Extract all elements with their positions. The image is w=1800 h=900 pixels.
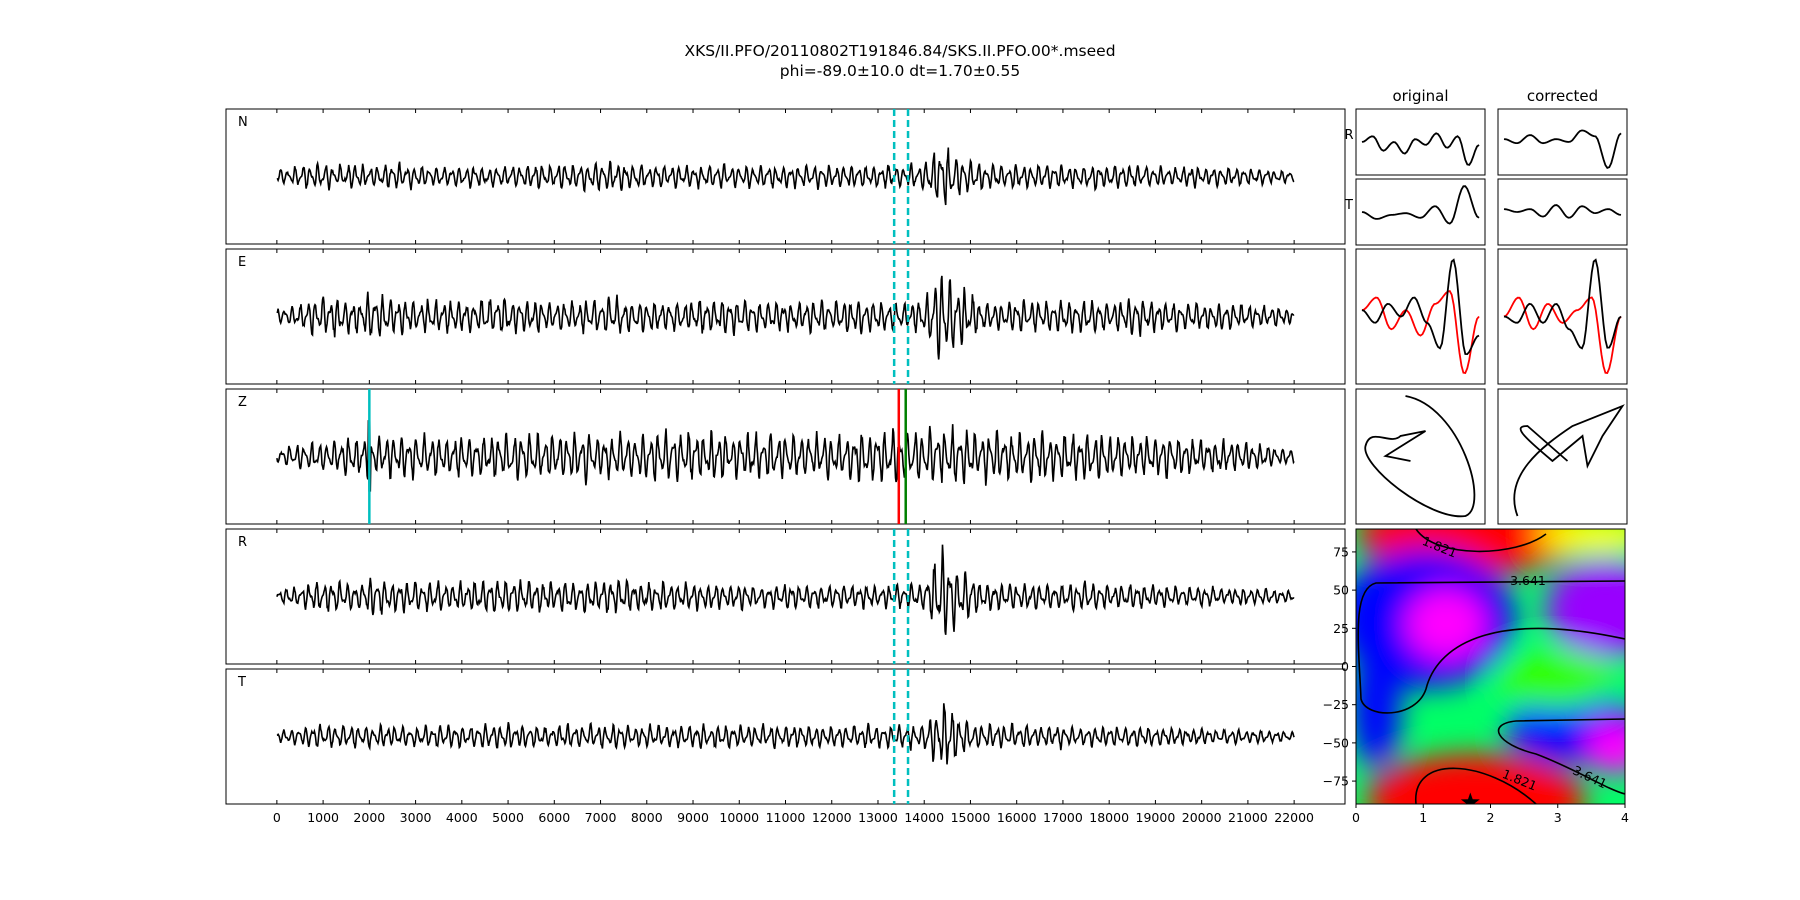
corrected-particle-motion xyxy=(1513,404,1625,517)
trace-label-Z: Z xyxy=(238,395,247,410)
heatmap-y-tick-label: 0 xyxy=(1341,659,1349,674)
waveform-Z xyxy=(276,420,1295,492)
x-tick-label: 12000 xyxy=(812,810,852,825)
original-pair-red xyxy=(1361,290,1480,374)
heatmap-x-tick-label: 0 xyxy=(1352,810,1360,825)
heatmap-x-tick-label: 1 xyxy=(1419,810,1427,825)
original-pair-black xyxy=(1361,258,1480,356)
x-tick-label: 8000 xyxy=(631,810,663,825)
x-tick-label: 7000 xyxy=(585,810,617,825)
x-tick-label: 21000 xyxy=(1228,810,1268,825)
heat-blob xyxy=(1406,589,1486,659)
pm-panel-original-0 xyxy=(1355,108,1486,176)
x-tick-label: 1000 xyxy=(307,810,339,825)
heatmap-y-tick-label: −75 xyxy=(1323,774,1349,789)
heatmap-x-tick-label: 4 xyxy=(1621,810,1629,825)
heatmap-y-tick-label: 75 xyxy=(1333,544,1349,559)
x-tick-label: 18000 xyxy=(1089,810,1129,825)
trace-label-E: E xyxy=(238,255,246,270)
heatmap-x-tick-label: 2 xyxy=(1487,810,1495,825)
pm-row-label-T: T xyxy=(1344,198,1353,213)
waveform-R xyxy=(276,544,1295,635)
figure-title: XKS/II.PFO/20110802T191846.84/SKS.II.PFO… xyxy=(684,42,1116,60)
x-tick-label: 9000 xyxy=(677,810,709,825)
corrected-R-trace xyxy=(1503,129,1622,169)
pm-panel-original-2 xyxy=(1355,248,1486,385)
heat-blob xyxy=(1366,754,1586,804)
contour-line-3 xyxy=(1497,718,1625,795)
heat-blob xyxy=(1356,649,1401,769)
corrected-pair-black xyxy=(1503,258,1622,350)
heatmap-y-tick-label: −50 xyxy=(1323,735,1349,750)
waveform-N xyxy=(276,147,1295,206)
contour-label: 3.641 xyxy=(1510,573,1546,588)
pm-row-label-R: R xyxy=(1344,128,1353,143)
pm-panel-corrected-2 xyxy=(1497,248,1628,385)
heat-blob xyxy=(1496,649,1616,709)
contour-line-2 xyxy=(1415,767,1537,804)
x-tick-label: 15000 xyxy=(951,810,991,825)
x-tick-label: 0 xyxy=(273,810,281,825)
column-title-corrected: corrected xyxy=(1527,87,1598,105)
x-tick-label: 10000 xyxy=(719,810,759,825)
x-tick-label: 13000 xyxy=(858,810,898,825)
pm-panel-corrected-0 xyxy=(1497,108,1628,176)
trace-label-T: T xyxy=(237,675,246,690)
pm-panel-original-1 xyxy=(1355,178,1486,246)
corrected-pair-red xyxy=(1503,296,1622,374)
waveform-T xyxy=(276,703,1295,765)
pm-panel-original-3 xyxy=(1355,388,1486,525)
original-T-trace xyxy=(1361,185,1480,225)
x-tick-label: 2000 xyxy=(353,810,385,825)
x-tick-label: 5000 xyxy=(492,810,524,825)
x-tick-label: 17000 xyxy=(1043,810,1083,825)
x-tick-label: 20000 xyxy=(1182,810,1222,825)
x-tick-label: 6000 xyxy=(538,810,570,825)
figure-subtitle: phi=-89.0±10.0 dt=1.70±0.55 xyxy=(779,62,1021,80)
column-title-original: original xyxy=(1392,87,1448,105)
x-tick-label: 14000 xyxy=(904,810,944,825)
original-R-trace xyxy=(1361,132,1480,166)
heatmap-x-tick-label: 3 xyxy=(1554,810,1562,825)
trace-label-N: N xyxy=(238,115,248,130)
x-tick-label: 11000 xyxy=(766,810,806,825)
x-tick-label: 3000 xyxy=(400,810,432,825)
heat-blob xyxy=(1586,724,1625,774)
heatmap-y-tick-label: 25 xyxy=(1333,621,1349,636)
pm-panel-corrected-1 xyxy=(1497,178,1628,246)
contour-line-0 xyxy=(1415,529,1547,553)
heat-blob xyxy=(1536,529,1625,554)
x-tick-label: 19000 xyxy=(1136,810,1176,825)
trace-label-R: R xyxy=(238,535,247,550)
x-tick-label: 4000 xyxy=(446,810,478,825)
original-particle-motion xyxy=(1364,395,1476,518)
x-tick-label: 22000 xyxy=(1274,810,1314,825)
x-tick-label: 16000 xyxy=(997,810,1037,825)
waveform-E xyxy=(276,275,1295,360)
contour-line-1 xyxy=(1357,580,1625,714)
best-fit-star-marker xyxy=(1460,792,1480,804)
heatmap-y-tick-label: 50 xyxy=(1333,583,1349,598)
heatmap-y-tick-label: −25 xyxy=(1323,697,1349,712)
corrected-T-trace xyxy=(1503,204,1622,219)
pm-panel-corrected-3 xyxy=(1497,388,1628,525)
heat-blob xyxy=(1546,559,1625,659)
